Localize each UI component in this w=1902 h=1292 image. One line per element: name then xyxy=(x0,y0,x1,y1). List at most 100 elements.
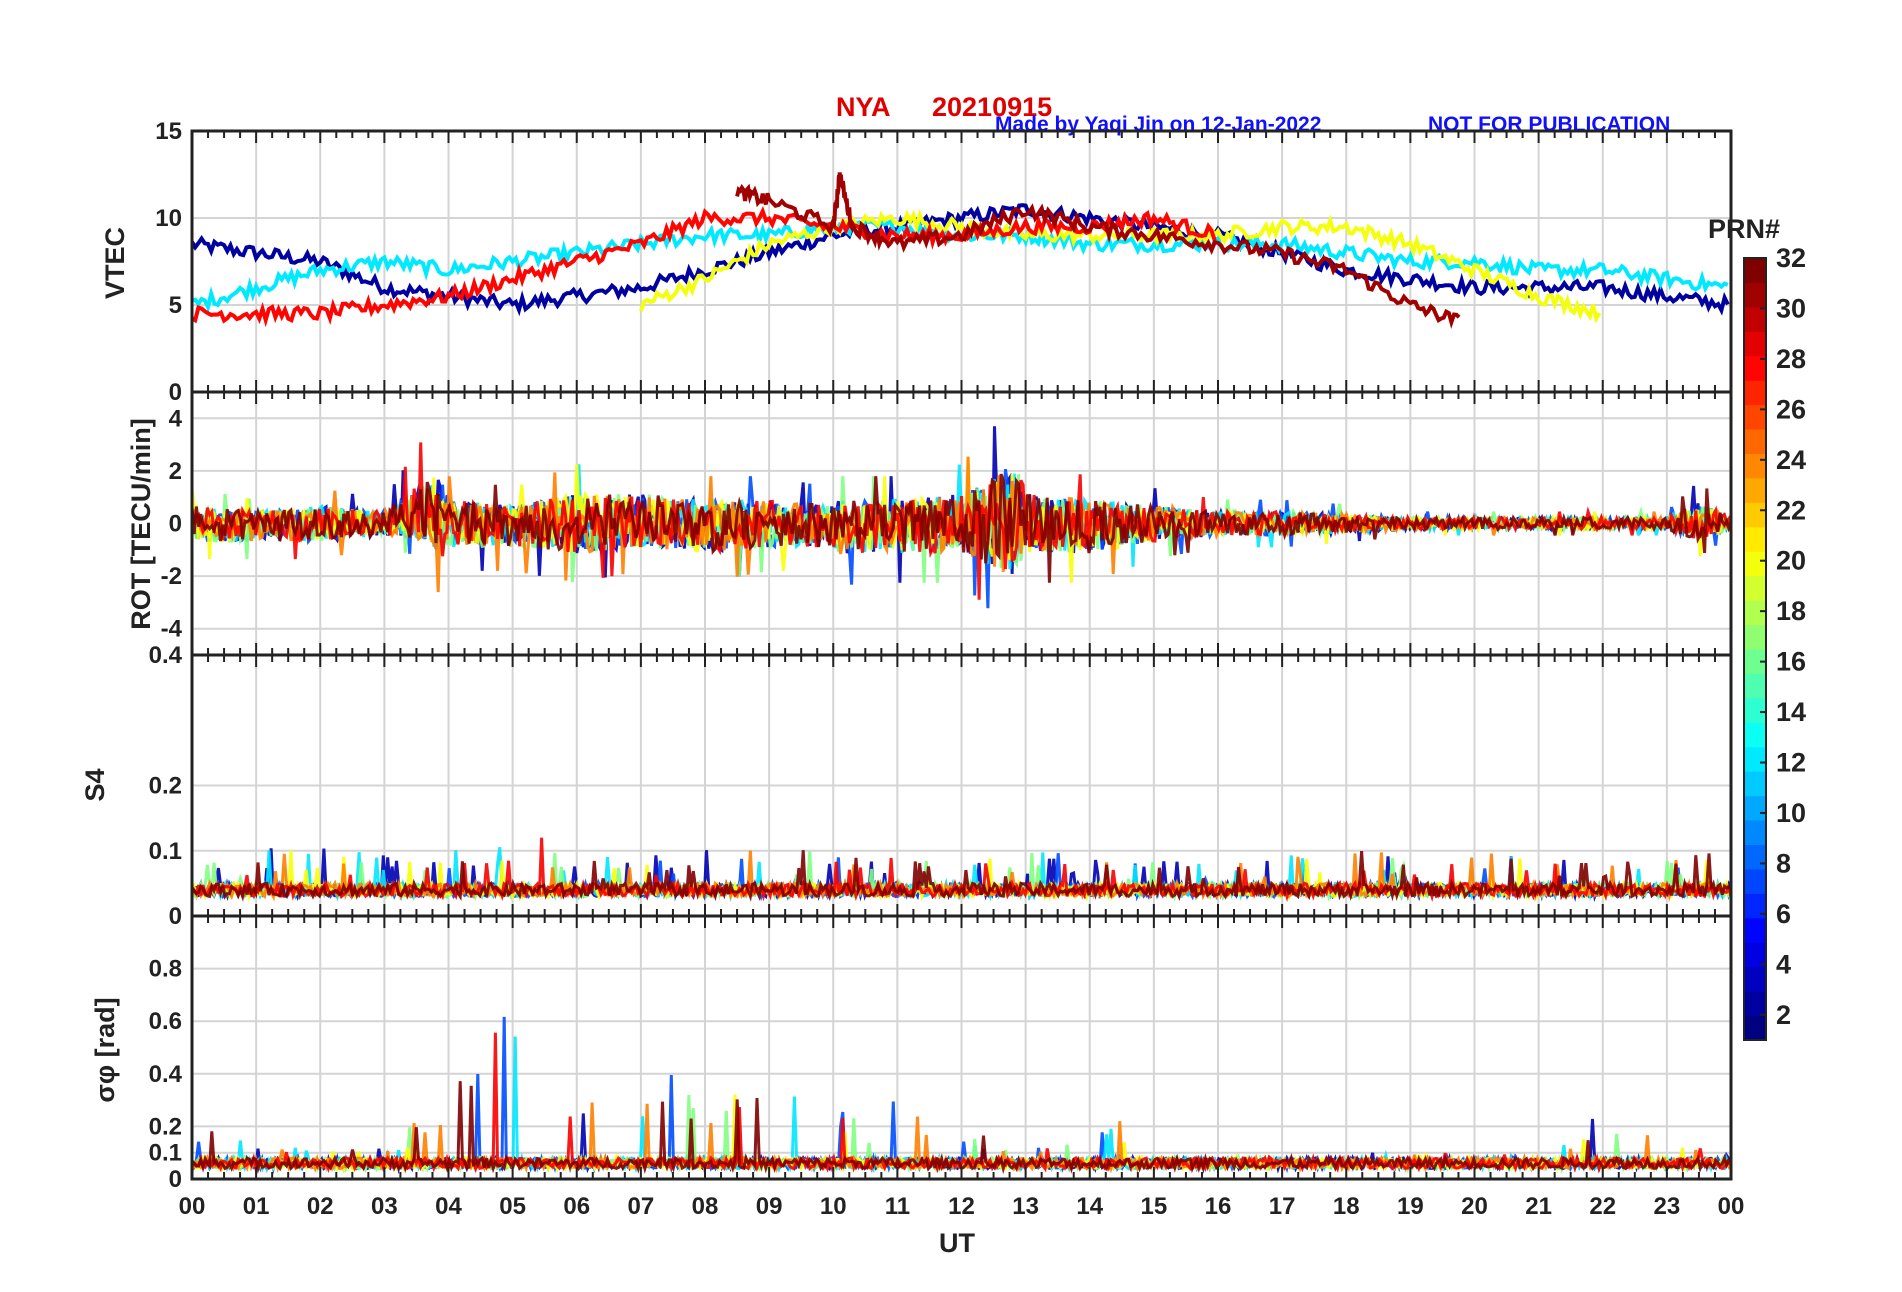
colorbar-swatch xyxy=(1744,746,1766,772)
colorbar-swatch xyxy=(1744,282,1766,308)
x-tick-label: 16 xyxy=(1205,1193,1232,1220)
y-tick-label: 0.4 xyxy=(149,642,183,669)
colorbar-swatch xyxy=(1744,575,1766,601)
y-tick-label: 0 xyxy=(169,379,182,406)
colorbar-swatch xyxy=(1744,795,1766,821)
colorbar-swatch xyxy=(1744,942,1766,968)
x-axis-label: UT xyxy=(939,1228,975,1258)
colorbar-swatch xyxy=(1744,453,1766,479)
y-axis-label: σφ [rad] xyxy=(90,997,120,1102)
colorbar-swatch xyxy=(1744,331,1766,357)
panel-VTEC: 0 5 10 15 VTEC xyxy=(100,118,1733,406)
title-credit: Made by Yaqi Jin on 12-Jan-2022 xyxy=(995,113,1321,136)
series-line xyxy=(192,850,1731,902)
x-tick-label: 00 xyxy=(179,1193,206,1220)
y-axis-label: ROT [TECU/min] xyxy=(126,418,156,629)
colorbar-swatch xyxy=(1744,697,1766,723)
colorbar-swatch xyxy=(1744,722,1766,748)
y-tick-label: 2 xyxy=(169,458,182,485)
y-tick-label: 0 xyxy=(169,511,182,538)
colorbar-tick-label: 10 xyxy=(1776,798,1806,828)
x-tick-label: 14 xyxy=(1076,1193,1103,1220)
x-tick-label: 12 xyxy=(948,1193,975,1220)
traces xyxy=(192,837,1731,903)
colorbar-tick-label: 22 xyxy=(1776,495,1806,525)
y-tick-label: 15 xyxy=(155,118,182,145)
colorbar-tick-label: 18 xyxy=(1776,596,1806,626)
y-tick-label: 0.4 xyxy=(149,1061,183,1088)
traces xyxy=(192,172,1730,329)
y-tick-label: 10 xyxy=(155,205,182,232)
x-tick-label: 19 xyxy=(1397,1193,1424,1220)
colorbar-label: PRN# xyxy=(1708,214,1780,244)
x-tick-label: 03 xyxy=(371,1193,398,1220)
x-tick-label: 13 xyxy=(1012,1193,1039,1220)
y-tick-label: 4 xyxy=(169,405,183,432)
x-tick-label: 06 xyxy=(563,1193,590,1220)
title-date: 20210915 xyxy=(932,92,1052,122)
x-tick-label: 18 xyxy=(1333,1193,1360,1220)
colorbar-swatch xyxy=(1744,624,1766,650)
series-line xyxy=(192,203,1730,317)
colorbar-swatch xyxy=(1744,551,1766,577)
colorbar-tick-label: 4 xyxy=(1776,949,1791,979)
y-tick-label: 0.6 xyxy=(149,1008,182,1035)
x-tick-label: 15 xyxy=(1141,1193,1168,1220)
colorbar-tick-label: 28 xyxy=(1776,344,1806,374)
colorbar-swatch xyxy=(1744,673,1766,699)
y-tick-label: 0 xyxy=(169,903,182,930)
colorbar-swatch xyxy=(1744,355,1766,381)
y-tick-label: 0 xyxy=(169,1166,182,1193)
x-tick-label: 00 xyxy=(1718,1193,1745,1220)
colorbar-swatch xyxy=(1744,868,1766,894)
x-tick-label: 17 xyxy=(1269,1193,1296,1220)
colorbar-swatch xyxy=(1744,1015,1766,1041)
colorbar-swatch xyxy=(1744,771,1766,797)
colorbar-tick-label: 6 xyxy=(1776,899,1791,929)
colorbar-swatch xyxy=(1744,649,1766,674)
x-tick-label: 07 xyxy=(628,1193,655,1220)
y-tick-label: -2 xyxy=(161,563,182,590)
traces xyxy=(192,426,1731,609)
x-tick-label: 09 xyxy=(756,1193,783,1220)
x-tick-label: 05 xyxy=(499,1193,526,1220)
colorbar-swatch xyxy=(1744,502,1766,528)
colorbar-tick-label: 30 xyxy=(1776,293,1806,323)
colorbar-swatch xyxy=(1744,991,1766,1017)
colorbar-swatch xyxy=(1744,258,1766,283)
panel-S4: 0 0.1 0.2 0.4 S4 xyxy=(80,642,1733,930)
x-tick-label: 11 xyxy=(885,1193,910,1220)
colorbar-frame xyxy=(1743,257,1767,1041)
colorbar-swatch xyxy=(1744,477,1766,503)
colorbar-tick-label: 2 xyxy=(1776,1000,1791,1030)
colorbar-swatch xyxy=(1744,306,1766,332)
colorbar-swatch xyxy=(1744,526,1766,552)
x-tick-label: 04 xyxy=(435,1193,462,1220)
colorbar-tick-label: 16 xyxy=(1776,647,1806,677)
y-axis-label: VTEC xyxy=(100,227,130,299)
x-tick-label: 01 xyxy=(243,1193,270,1220)
colorbar-swatch xyxy=(1744,966,1766,992)
panel-ROT: -4 -2 0 2 4 ROT [TECU/min] xyxy=(126,390,1733,657)
y-tick-label: 0.8 xyxy=(149,956,182,983)
colorbar-tick-label: 20 xyxy=(1776,546,1806,576)
y-tick-label: 5 xyxy=(169,292,182,319)
x-tick-label: 08 xyxy=(692,1193,719,1220)
x-tick-label: 23 xyxy=(1654,1193,1681,1220)
colorbar-tick-label: 12 xyxy=(1776,748,1806,778)
x-tick-label: 21 xyxy=(1525,1193,1552,1220)
colorbar-tick-label: 8 xyxy=(1776,848,1791,878)
colorbar-swatch xyxy=(1744,429,1766,454)
colorbar-swatch xyxy=(1744,380,1766,406)
series-line xyxy=(735,172,1461,329)
y-tick-label: 0.2 xyxy=(149,1113,182,1140)
series-line xyxy=(192,473,1731,583)
x-tick-label: 20 xyxy=(1461,1193,1488,1220)
colorbar-swatch xyxy=(1744,917,1766,943)
colorbar-swatch xyxy=(1744,893,1766,919)
y-axis-label: S4 xyxy=(80,768,110,801)
panel-sigma_phi: 00.10.2 0.4 0.6 0.8 σφ [rad] 00 01 02 03 04 05 06 07… xyxy=(90,914,1745,1220)
